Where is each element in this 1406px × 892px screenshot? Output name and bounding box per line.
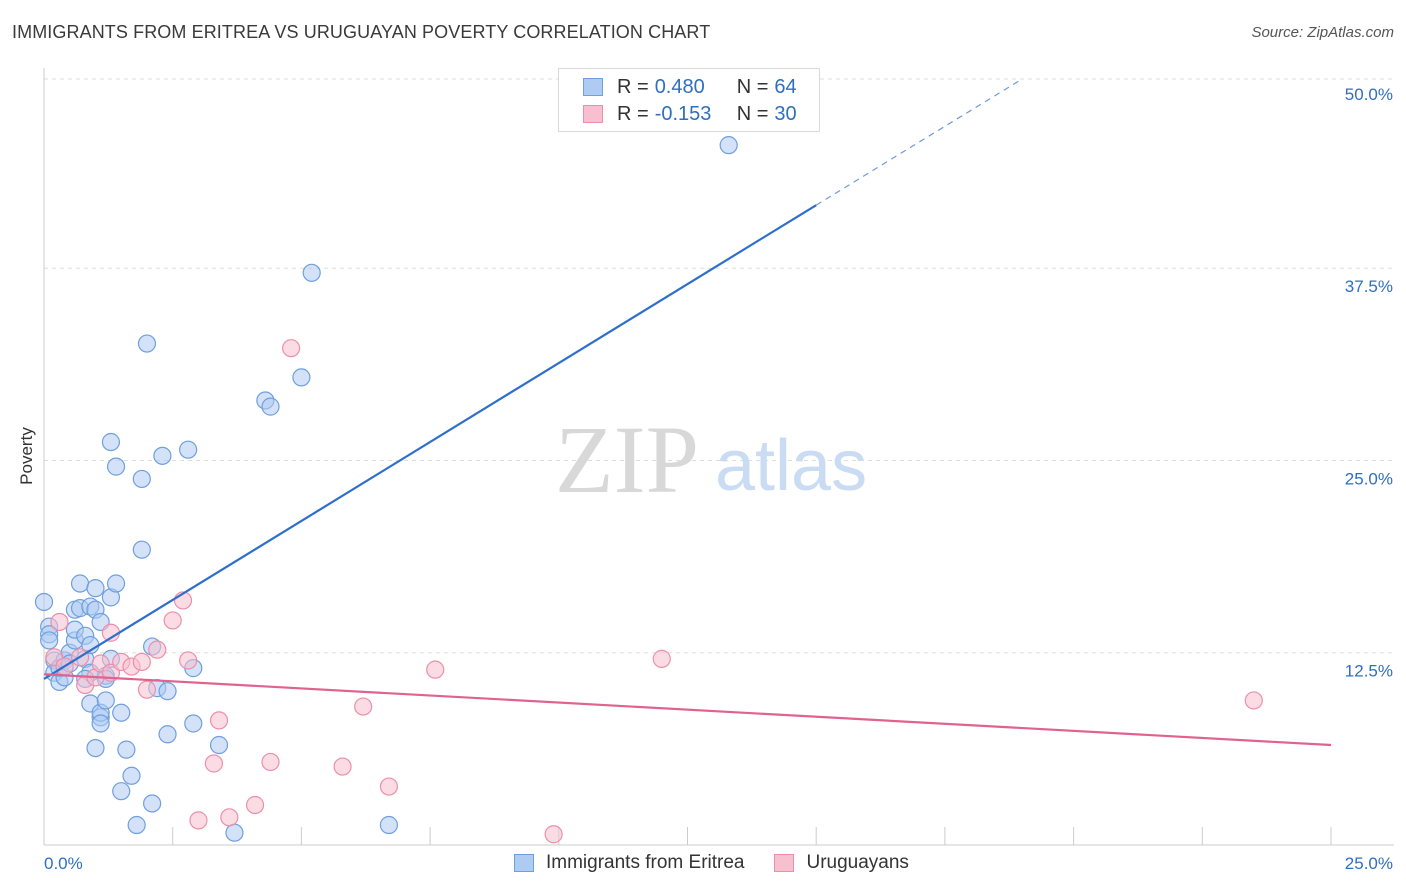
- legend-label-uruguayans: Uruguayans: [806, 852, 909, 873]
- data-point-eritrea: [101, 432, 121, 452]
- tick-labels: 12.5% 25.0% 37.5% 50.0% 0.0% 25.0%: [44, 85, 1393, 873]
- legend-item-uruguayans: Uruguayans: [774, 852, 909, 874]
- data-point-eritrea: [70, 574, 90, 593]
- watermark: ZIP atlas: [555, 406, 867, 513]
- data-point-uruguayans: [179, 651, 198, 670]
- legend-swatch-blue: [583, 78, 603, 96]
- data-point-eritrea: [719, 136, 738, 155]
- chart-title: IMMIGRANTS FROM ERITREA VS URUGUAYAN POV…: [12, 22, 711, 42]
- legend-n-label: N =: [736, 75, 769, 98]
- data-point-uruguayans: [220, 808, 239, 827]
- legend-swatch-pink: [583, 105, 603, 123]
- legend-row-eritrea: R = 0.480 N = 64: [583, 75, 797, 99]
- legend-r-label: R =: [617, 102, 649, 125]
- trend-line-uruguayans: [43, 673, 1332, 747]
- series-uruguayans-points: [45, 339, 1263, 844]
- data-point-uruguayans: [148, 640, 167, 659]
- data-point-eritrea: [261, 397, 280, 416]
- legend-row-uruguayans: R = -0.153 N = 30: [583, 102, 797, 126]
- data-point-eritrea: [122, 766, 141, 785]
- data-point-eritrea: [117, 740, 136, 759]
- chart-source: Source: ZipAtlas.com: [1251, 24, 1394, 41]
- data-point-eritrea: [132, 469, 151, 489]
- data-point-uruguayans: [1244, 691, 1263, 710]
- y-axis-label: Poverty: [17, 427, 36, 485]
- data-point-eritrea: [225, 823, 244, 842]
- data-point-uruguayans: [209, 711, 229, 730]
- legend-label-eritrea: Immigrants from Eritrea: [546, 852, 745, 873]
- data-point-eritrea: [132, 540, 151, 559]
- legend-n-value: 30: [774, 102, 797, 125]
- legend-swatch-pink: [774, 854, 795, 872]
- series-legend: Immigrants from Eritrea Uruguayans: [514, 852, 939, 874]
- data-point-eritrea: [106, 574, 126, 593]
- legend-n-label: N =: [736, 102, 769, 125]
- data-point-eritrea: [137, 334, 157, 353]
- y-tick-label: 12.5%: [1345, 662, 1393, 681]
- data-point-uruguayans: [379, 777, 399, 796]
- data-point-eritrea: [91, 714, 110, 733]
- trend-line-eritrea: [43, 204, 817, 680]
- watermark-zip: ZIP: [555, 406, 699, 513]
- legend-r-value: -0.153: [654, 102, 712, 125]
- data-point-uruguayans: [354, 697, 373, 716]
- data-point-eritrea: [153, 446, 172, 465]
- data-point-eritrea: [86, 579, 105, 598]
- legend-n-value: 64: [774, 75, 797, 98]
- data-point-eritrea: [143, 794, 162, 813]
- data-point-eritrea: [106, 457, 126, 476]
- trend-line-eritrea-extension: [815, 78, 1023, 206]
- legend-swatch-blue: [514, 854, 534, 872]
- data-point-eritrea: [379, 815, 399, 835]
- data-point-uruguayans: [333, 757, 352, 776]
- y-tick-label: 25.0%: [1345, 469, 1393, 488]
- data-point-eritrea: [127, 815, 146, 835]
- data-point-eritrea: [34, 592, 54, 612]
- data-point-eritrea: [184, 714, 203, 733]
- legend-item-eritrea: Immigrants from Eritrea: [514, 852, 744, 874]
- data-point-uruguayans: [652, 649, 671, 668]
- data-point-uruguayans: [261, 752, 280, 772]
- data-point-uruguayans: [245, 795, 265, 815]
- trend-lines: [43, 78, 1332, 747]
- data-point-eritrea: [40, 631, 59, 650]
- data-point-uruguayans: [137, 680, 157, 699]
- data-point-eritrea: [292, 368, 311, 387]
- data-point-uruguayans: [282, 339, 301, 358]
- data-point-eritrea: [179, 440, 198, 459]
- data-point-uruguayans: [189, 811, 208, 830]
- data-point-eritrea: [86, 738, 105, 758]
- legend-r-label: R =: [617, 75, 649, 98]
- data-point-uruguayans: [50, 612, 69, 632]
- data-point-uruguayans: [204, 754, 223, 773]
- data-point-uruguayans: [426, 660, 445, 679]
- data-point-uruguayans: [544, 825, 563, 844]
- data-point-eritrea: [209, 735, 229, 755]
- data-point-eritrea: [158, 682, 177, 701]
- data-point-eritrea: [96, 691, 115, 710]
- y-tick-label: 37.5%: [1345, 277, 1393, 296]
- data-point-uruguayans: [163, 611, 182, 630]
- data-point-eritrea: [158, 725, 177, 744]
- y-tick-label: 50.0%: [1345, 85, 1393, 104]
- data-point-eritrea: [112, 782, 131, 801]
- x-tick-label: 0.0%: [44, 854, 83, 873]
- data-point-eritrea: [302, 263, 321, 282]
- correlation-legend: R = 0.480 N = 64 R = -0.153 N = 30: [558, 68, 820, 132]
- data-point-eritrea: [112, 703, 131, 722]
- gridlines: [44, 78, 1394, 654]
- legend-r-value: 0.480: [654, 75, 705, 98]
- watermark-atlas: atlas: [715, 426, 867, 506]
- data-point-uruguayans: [132, 652, 151, 672]
- axes: [43, 68, 1394, 846]
- x-tick-label: 25.0%: [1345, 854, 1393, 873]
